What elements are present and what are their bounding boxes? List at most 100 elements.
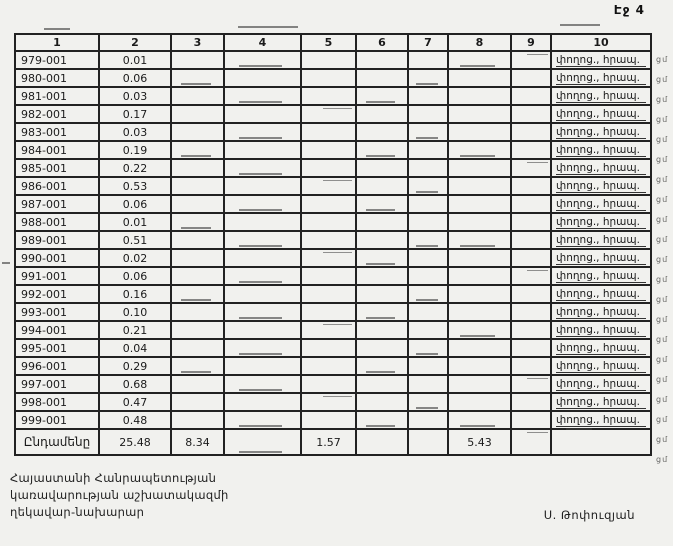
table-row: 989-001 0.51 փողոց., հրապ.: [14, 230, 652, 250]
parcel-code-cell: 996-001: [14, 356, 100, 376]
area-value-cell: 0.16: [98, 284, 172, 304]
land-use-note-text: փողոց., հրապ.: [556, 162, 646, 175]
area-value-cell: 0.68: [98, 374, 172, 394]
empty-cell: [407, 428, 449, 456]
empty-cell: [407, 140, 449, 160]
land-use-note-cell: փողոց., հրապ.: [550, 302, 652, 322]
table-row: 999-001 0.48 փողոց., հրապ.: [14, 410, 652, 430]
empty-cell: [223, 428, 302, 456]
margin-mark: ցմ: [656, 55, 669, 64]
empty-cell: [223, 302, 302, 322]
table-row: 998-001 0.47 փողոց., հրապ.: [14, 392, 652, 412]
empty-cell: [355, 158, 409, 178]
empty-cell: [170, 248, 225, 268]
empty-cell: [355, 68, 409, 88]
land-use-note-cell: փողոց., հրապ.: [550, 68, 652, 88]
land-use-note-text: փողոց., հրապ.: [556, 90, 646, 103]
empty-cell: [510, 428, 552, 456]
land-use-note-cell: փողոց., հրապ.: [550, 50, 652, 70]
empty-cell: [300, 104, 357, 124]
empty-cell: [407, 50, 449, 70]
land-use-note-text: փողոց., հրապ.: [556, 270, 646, 283]
signature-name: Ս. Թոփուզյան: [543, 508, 635, 522]
footer-line-2: կառավարության աշխատակազմի: [10, 488, 229, 502]
empty-cell: [407, 266, 449, 286]
land-use-note-cell: փողոց., հրապ.: [550, 86, 652, 106]
empty-cell: [407, 86, 449, 106]
margin-mark: ցմ: [656, 395, 669, 404]
empty-cell: [300, 248, 357, 268]
empty-cell: [447, 50, 512, 70]
empty-cell: [170, 320, 225, 340]
empty-cell: [447, 122, 512, 142]
area-value-cell: 0.19: [98, 140, 172, 160]
empty-cell: [510, 86, 552, 106]
empty-cell: [407, 212, 449, 232]
empty-cell: [170, 176, 225, 196]
empty-cell: [223, 158, 302, 178]
empty-cell: [407, 410, 449, 430]
empty-cell: [355, 410, 409, 430]
land-use-note-text: փողոց., հրապ.: [556, 198, 646, 211]
empty-cell: [355, 428, 409, 456]
table-row: 993-001 0.10 փողոց., հրապ.: [14, 302, 652, 322]
area-value-cell: 0.22: [98, 158, 172, 178]
empty-cell: [510, 392, 552, 412]
scan-artifact: [2, 262, 10, 264]
parcel-code-cell: 998-001: [14, 392, 100, 412]
area-value-cell: 0.04: [98, 338, 172, 358]
empty-cell: [300, 122, 357, 142]
area-value-cell: 0.48: [98, 410, 172, 430]
total-col5-cell: 1.57: [300, 428, 357, 456]
column-header: 10: [550, 33, 652, 52]
land-use-note-text: փողոց., հրապ.: [556, 180, 646, 193]
table-row: 985-001 0.22 փողոց., հրապ.: [14, 158, 652, 178]
empty-cell: [223, 320, 302, 340]
empty-cell: [407, 374, 449, 394]
margin-mark: ցմ: [656, 215, 669, 224]
area-value-cell: 0.03: [98, 122, 172, 142]
land-use-note-cell: փողոց., հրապ.: [550, 266, 652, 286]
empty-cell: [510, 356, 552, 376]
margin-mark: ցմ: [656, 275, 669, 284]
land-use-note-text: փողոց., հրապ.: [556, 360, 646, 373]
margin-mark: ցմ: [656, 175, 669, 184]
margin-mark: ցմ: [656, 155, 669, 164]
land-use-note-text: փողոց., հրապ.: [556, 54, 646, 67]
empty-cell: [223, 122, 302, 142]
empty-cell: [300, 392, 357, 412]
cadastre-table-wrap: 1 2 3 4 5 6 7 8 9 10 979-001 0.01 փողոց., հրապ. 980-…: [14, 33, 667, 464]
empty-cell: [170, 284, 225, 304]
table-row: 992-001 0.16 փողոց., հրապ.: [14, 284, 652, 304]
land-use-note-cell: փողոց., հրապ.: [550, 284, 652, 304]
empty-cell: [510, 104, 552, 124]
land-use-note-cell: փողոց., հրապ.: [550, 374, 652, 394]
empty-cell: [355, 140, 409, 160]
column-header: 9: [510, 33, 552, 52]
empty-cell: [355, 320, 409, 340]
empty-cell: [510, 284, 552, 304]
area-value-cell: 0.06: [98, 68, 172, 88]
scan-artifact: [566, 428, 592, 430]
empty-cell: [355, 104, 409, 124]
empty-cell: [407, 356, 449, 376]
empty-cell: [300, 86, 357, 106]
table-row: 996-001 0.29 փողոց., հրապ.: [14, 356, 652, 376]
empty-cell: [223, 50, 302, 70]
empty-cell: [447, 266, 512, 286]
empty-cell: [223, 374, 302, 394]
column-header: 8: [447, 33, 512, 52]
area-value-cell: 0.51: [98, 230, 172, 250]
empty-cell: [447, 302, 512, 322]
area-value-cell: 0.02: [98, 248, 172, 268]
margin-mark: ցմ: [656, 135, 669, 144]
empty-cell: [407, 302, 449, 322]
empty-cell: [447, 104, 512, 124]
land-use-note-text: փողոց., հրապ.: [556, 144, 646, 157]
area-value-cell: 0.03: [98, 86, 172, 106]
empty-cell: [223, 194, 302, 214]
land-use-note-cell: փողոց., հրապ.: [550, 410, 652, 430]
table-header-row: 1 2 3 4 5 6 7 8 9 10: [14, 33, 652, 52]
land-use-note-cell: փողոց., հրապ.: [550, 248, 652, 268]
